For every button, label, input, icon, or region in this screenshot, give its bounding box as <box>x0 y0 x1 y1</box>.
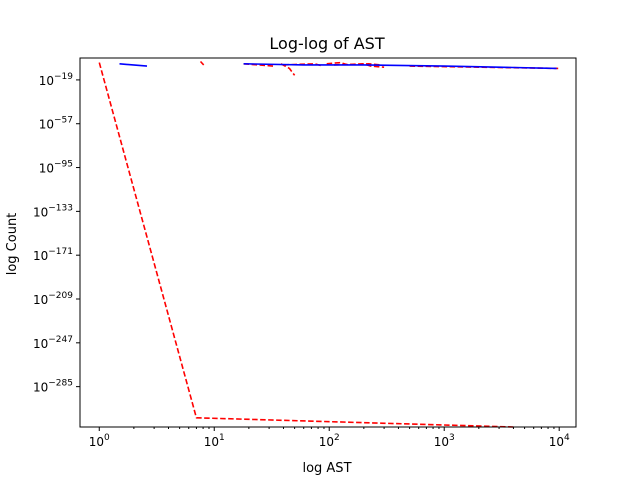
y-tick-label: 10−285 <box>33 379 73 395</box>
series-0-segment-5 <box>326 61 385 68</box>
chart-title: Log-log of AST <box>269 34 384 53</box>
x-tick-label: 104 <box>549 433 570 449</box>
series-0-segment-1 <box>199 60 205 66</box>
y-tick-label: 10−57 <box>39 116 73 132</box>
y-tick-label: 10−133 <box>33 203 73 219</box>
x-axis-label: log AST <box>302 461 351 476</box>
plot-lines <box>98 60 559 428</box>
x-tick-label: 100 <box>89 433 110 449</box>
y-tick-label: 10−171 <box>33 247 73 263</box>
y-axis-label: log Count <box>5 213 20 276</box>
series-1-segment-1 <box>243 63 557 70</box>
x-tick-label: 103 <box>434 433 455 449</box>
x-axis-ticks: 100 101 102 103 104 <box>89 427 570 449</box>
plot-frame <box>79 57 577 428</box>
series-0-segment-0 <box>98 62 514 428</box>
y-tick-label: 10−95 <box>39 160 73 176</box>
y-axis-ticks: 10−19 10−57 10−95 10−133 10−171 10−209 10−247 1… <box>33 72 80 395</box>
x-tick-label: 102 <box>319 433 340 449</box>
y-tick-label: 10−19 <box>39 72 74 88</box>
y-tick-label: 10−247 <box>33 335 73 351</box>
series-1-segment-0 <box>119 63 148 67</box>
y-tick-label: 10−209 <box>33 291 73 307</box>
x-tick-label: 101 <box>204 433 225 449</box>
